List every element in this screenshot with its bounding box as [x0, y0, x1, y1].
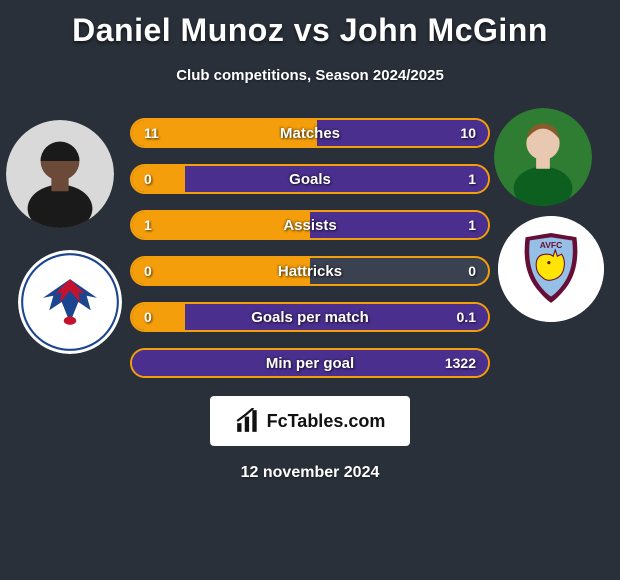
- stat-value-right: 1322: [445, 350, 476, 376]
- brand-box: FcTables.com: [210, 396, 410, 446]
- date-text: 12 november 2024: [0, 464, 620, 482]
- stat-value-right: 1: [468, 212, 476, 238]
- stat-value-right: 0: [468, 258, 476, 284]
- player2-club-badge: AVFC: [498, 216, 604, 322]
- stat-row: Goals0 1: [130, 164, 490, 194]
- player1-avatar: [6, 120, 114, 228]
- stat-value-right: 10: [460, 120, 476, 146]
- subtitle: Club competitions, Season 2024/2025: [0, 67, 620, 84]
- stat-row: Matches11 10: [130, 118, 490, 148]
- stat-row: Assists1 1: [130, 210, 490, 240]
- stat-value-left: 11: [144, 120, 159, 146]
- stat-value-left: 1: [144, 212, 152, 238]
- stat-label: Min per goal: [132, 350, 488, 376]
- page-title: Daniel Munoz vs John McGinn: [0, 0, 620, 49]
- chart-bars-icon: [235, 408, 261, 434]
- stat-value-left: 0: [144, 166, 152, 192]
- stat-row: Goals per match0 0.1: [130, 302, 490, 332]
- aston-villa-badge-icon: AVFC: [498, 216, 604, 322]
- stat-value-left: 0: [144, 258, 152, 284]
- svg-text:AVFC: AVFC: [540, 240, 562, 250]
- stat-label: Assists: [132, 212, 488, 238]
- crystal-palace-badge-icon: [18, 250, 122, 354]
- stat-label: Hattricks: [132, 258, 488, 284]
- stat-value-right: 0.1: [457, 304, 476, 330]
- stat-row: Min per goal1322: [130, 348, 490, 378]
- brand-text: FcTables.com: [267, 411, 386, 432]
- stat-label: Goals per match: [132, 304, 488, 330]
- stat-value-left: 0: [144, 304, 152, 330]
- player2-avatar: [494, 108, 592, 206]
- player1-club-badge: [18, 250, 122, 354]
- person-icon: [494, 108, 592, 206]
- stat-value-right: 1: [468, 166, 476, 192]
- person-icon: [6, 120, 114, 228]
- stat-row: Hattricks0 0: [130, 256, 490, 286]
- stat-label: Goals: [132, 166, 488, 192]
- stat-label: Matches: [132, 120, 488, 146]
